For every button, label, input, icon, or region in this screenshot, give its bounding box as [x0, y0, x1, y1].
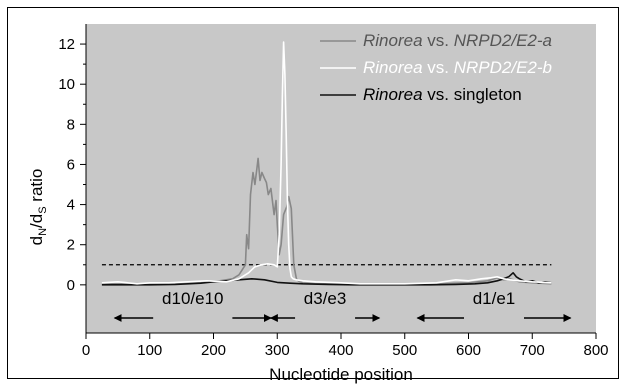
- y-tick-label: 2: [67, 237, 75, 254]
- legend-label: Rinorea vs. singleton: [363, 85, 522, 104]
- y-axis-title: dN/dS ratio: [27, 169, 49, 246]
- region-label-bg: [295, 304, 356, 330]
- series-line-2: [101, 41, 552, 285]
- legend-label: Rinorea vs. NRPD2/E2-b: [363, 58, 552, 77]
- region-annotations: d10/e10 d3/e3 d1/e1: [113, 289, 572, 330]
- x-tick-label: 800: [583, 342, 608, 359]
- region-label-bg: [464, 304, 524, 330]
- region-label: d3/e3: [304, 289, 347, 308]
- y-tick-label: 12: [58, 36, 75, 53]
- x-tick-label: 300: [265, 342, 290, 359]
- x-tick-label: 200: [201, 342, 226, 359]
- y-tick-label: 4: [67, 197, 75, 214]
- x-tick-label: 700: [520, 342, 545, 359]
- legend-label: Rinorea vs. NRPD2/E2-a: [363, 31, 552, 50]
- y-tick-label: 10: [58, 76, 75, 93]
- x-tick-label: 100: [137, 342, 162, 359]
- series-group: [101, 41, 552, 286]
- x-axis-ticks: 0 100 200 300 400 500 600 700 800: [82, 333, 609, 359]
- plot-area: [86, 24, 596, 333]
- region-label: d10/e10: [162, 289, 223, 308]
- y-axis-ticks: 0 2 4 6 8 10 12: [58, 36, 86, 294]
- region-label-bg: [153, 304, 233, 330]
- x-tick-label: 0: [82, 342, 90, 359]
- y-tick-label: 6: [67, 156, 75, 173]
- y-tick-label: 0: [67, 277, 75, 294]
- legend: Rinorea vs. NRPD2/E2-a Rinorea vs. NRPD2/…: [320, 31, 552, 104]
- y-tick-label: 8: [67, 116, 75, 133]
- region-label: d1/e1: [473, 289, 516, 308]
- x-tick-label: 600: [456, 342, 481, 359]
- x-tick-label: 500: [392, 342, 417, 359]
- series-line-1: [101, 157, 552, 285]
- x-tick-label: 400: [328, 342, 353, 359]
- x-axis-title: Nucleotide position: [269, 365, 413, 384]
